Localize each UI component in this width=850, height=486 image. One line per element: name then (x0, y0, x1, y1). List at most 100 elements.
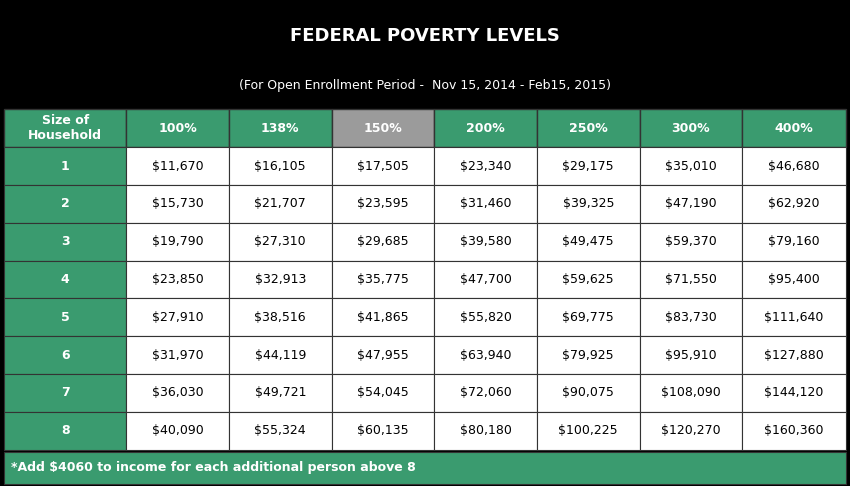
Text: $47,190: $47,190 (665, 197, 717, 210)
Text: $83,730: $83,730 (665, 311, 717, 324)
Bar (639, 185, 742, 223)
Text: 150%: 150% (364, 122, 402, 135)
Text: $23,850: $23,850 (151, 273, 203, 286)
Text: *Add $4060 to income for each additional person above 8: *Add $4060 to income for each additional… (11, 461, 416, 474)
Text: $11,670: $11,670 (152, 159, 203, 173)
Bar (127, 412, 229, 450)
Text: $44,119: $44,119 (254, 348, 306, 362)
Bar (332, 260, 434, 298)
Text: 3: 3 (61, 235, 70, 248)
Text: $100,225: $100,225 (558, 424, 618, 437)
Text: $127,880: $127,880 (764, 348, 824, 362)
Text: $63,940: $63,940 (460, 348, 512, 362)
Bar (742, 260, 846, 298)
Bar (742, 185, 846, 223)
Bar (229, 185, 332, 223)
Text: $23,595: $23,595 (357, 197, 409, 210)
Text: $36,030: $36,030 (152, 386, 203, 399)
Text: $16,105: $16,105 (254, 159, 306, 173)
Bar (639, 336, 742, 374)
Bar (229, 298, 332, 336)
Text: $35,010: $35,010 (665, 159, 717, 173)
Bar (4, 412, 127, 450)
Text: $59,370: $59,370 (665, 235, 717, 248)
Text: $111,640: $111,640 (764, 311, 824, 324)
Text: $120,270: $120,270 (661, 424, 721, 437)
Text: $90,075: $90,075 (563, 386, 615, 399)
Bar (639, 223, 742, 260)
Text: 5: 5 (61, 311, 70, 324)
Text: $79,160: $79,160 (768, 235, 819, 248)
Bar (4, 185, 127, 223)
Bar (229, 109, 332, 147)
Bar (332, 185, 434, 223)
Text: $46,680: $46,680 (768, 159, 819, 173)
Bar (434, 223, 537, 260)
Text: 1: 1 (61, 159, 70, 173)
Bar (332, 298, 434, 336)
Text: $79,925: $79,925 (563, 348, 614, 362)
Bar (537, 412, 639, 450)
Text: $108,090: $108,090 (661, 386, 721, 399)
Text: $69,775: $69,775 (563, 311, 615, 324)
Bar (639, 260, 742, 298)
Bar (332, 223, 434, 260)
Text: 100%: 100% (158, 122, 197, 135)
Bar (537, 185, 639, 223)
Text: $60,135: $60,135 (357, 424, 409, 437)
Text: 200%: 200% (466, 122, 505, 135)
Text: 8: 8 (61, 424, 70, 437)
Bar (4, 223, 127, 260)
Bar (229, 260, 332, 298)
Text: 250%: 250% (569, 122, 608, 135)
Bar (742, 109, 846, 147)
Text: $95,910: $95,910 (665, 348, 717, 362)
Bar (434, 298, 537, 336)
Text: $35,775: $35,775 (357, 273, 409, 286)
Bar (229, 336, 332, 374)
Bar (229, 223, 332, 260)
Bar (127, 109, 229, 147)
Text: $59,625: $59,625 (563, 273, 614, 286)
Bar (537, 298, 639, 336)
Text: $19,790: $19,790 (152, 235, 203, 248)
Bar (332, 147, 434, 185)
Text: $47,955: $47,955 (357, 348, 409, 362)
Text: $41,865: $41,865 (357, 311, 409, 324)
Bar (434, 147, 537, 185)
Bar (4, 260, 127, 298)
Bar (229, 147, 332, 185)
Bar (4, 374, 127, 412)
Bar (332, 109, 434, 147)
Bar (537, 336, 639, 374)
Bar (742, 336, 846, 374)
Bar (639, 147, 742, 185)
Bar (434, 412, 537, 450)
Bar (127, 223, 229, 260)
Text: $95,400: $95,400 (768, 273, 820, 286)
Text: 7: 7 (61, 386, 70, 399)
Bar (639, 109, 742, 147)
Bar (742, 374, 846, 412)
Bar (434, 260, 537, 298)
Bar (127, 298, 229, 336)
Text: $55,820: $55,820 (460, 311, 512, 324)
Bar (127, 374, 229, 412)
Bar (434, 109, 537, 147)
Text: 400%: 400% (774, 122, 813, 135)
Bar (229, 412, 332, 450)
Text: 138%: 138% (261, 122, 299, 135)
Text: $80,180: $80,180 (460, 424, 512, 437)
Bar (127, 147, 229, 185)
Text: $27,910: $27,910 (152, 311, 203, 324)
Bar (537, 374, 639, 412)
Bar (4, 452, 846, 484)
Text: $71,550: $71,550 (665, 273, 717, 286)
Bar (537, 260, 639, 298)
Bar (742, 147, 846, 185)
Text: $23,340: $23,340 (460, 159, 512, 173)
Text: 300%: 300% (672, 122, 711, 135)
Text: $54,045: $54,045 (357, 386, 409, 399)
Bar (127, 260, 229, 298)
Text: $72,060: $72,060 (460, 386, 512, 399)
